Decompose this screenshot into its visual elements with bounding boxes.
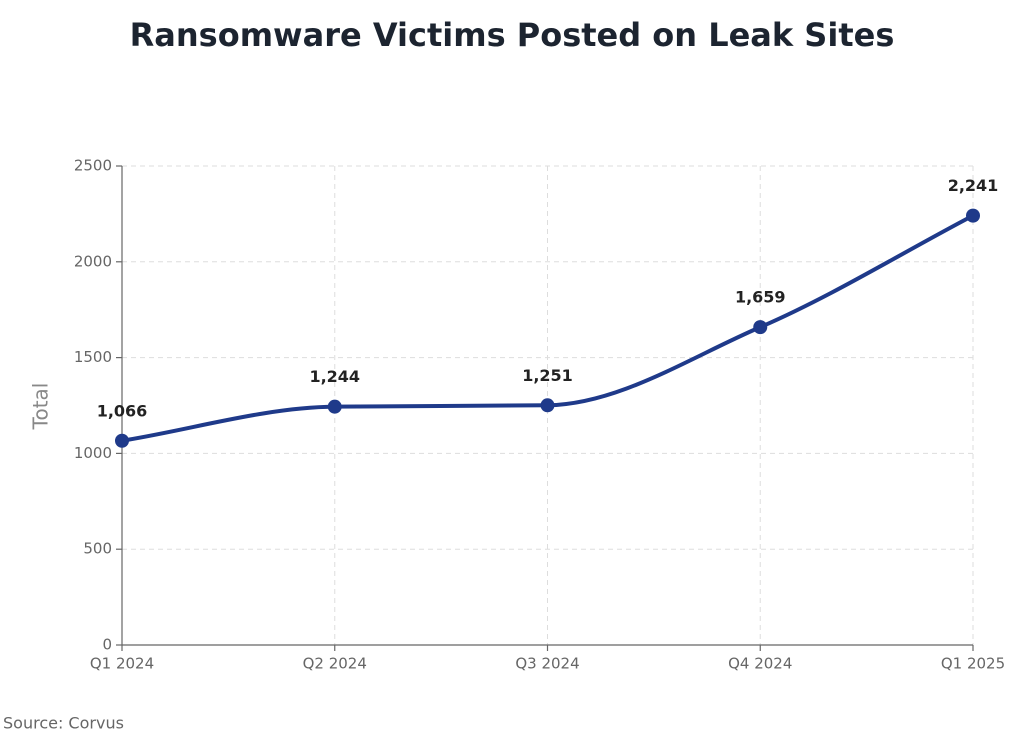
y-tick-label: 1500: [74, 348, 112, 366]
y-tick-label: 1000: [74, 444, 112, 462]
chart-title: Ransomware Victims Posted on Leak Sites: [130, 16, 895, 54]
point: [966, 208, 980, 223]
y-tick-label: 500: [83, 540, 112, 558]
y-tick-label: 0: [102, 636, 112, 654]
x-tick-label: Q3 2024: [515, 655, 579, 673]
source-note: Source: Corvus: [3, 714, 124, 733]
x-tick-label: Q4 2024: [728, 655, 792, 673]
y-axis-label: Total: [29, 383, 53, 431]
data-label: 1,659: [735, 288, 786, 307]
point: [753, 320, 768, 335]
point: [540, 398, 555, 413]
y-tick-label: 2000: [74, 252, 112, 270]
data-label: 2,241: [948, 176, 999, 195]
point: [115, 433, 129, 448]
y-tick-label: 2500: [74, 157, 112, 175]
x-tick-label: Q1 2025: [941, 655, 1005, 673]
x-tick-label: Q2 2024: [303, 655, 367, 673]
data-label: 1,244: [309, 367, 360, 386]
data-label: 1,251: [522, 366, 573, 385]
data-label: 1,066: [97, 401, 148, 420]
point: [327, 399, 342, 414]
x-tick-label: Q1 2024: [90, 655, 154, 673]
